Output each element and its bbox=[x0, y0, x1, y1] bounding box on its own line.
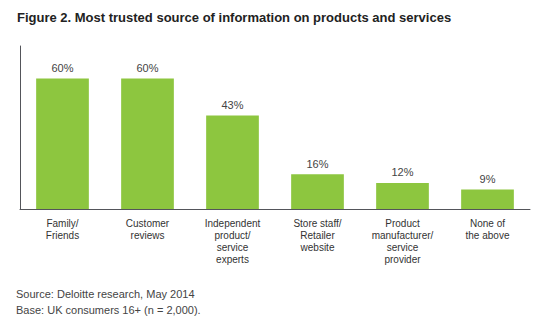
svg-text:service: service bbox=[387, 242, 419, 253]
svg-text:60%: 60% bbox=[51, 62, 73, 74]
svg-text:Customer: Customer bbox=[126, 218, 170, 229]
svg-text:Product: Product bbox=[385, 218, 420, 229]
svg-text:Store staff/: Store staff/ bbox=[293, 218, 341, 229]
svg-text:16%: 16% bbox=[306, 158, 328, 170]
svg-text:provider: provider bbox=[384, 254, 421, 265]
svg-text:Friends: Friends bbox=[46, 230, 79, 241]
svg-text:None of: None of bbox=[470, 218, 505, 229]
svg-text:website: website bbox=[300, 242, 335, 253]
svg-text:experts: experts bbox=[216, 254, 249, 265]
svg-text:9%: 9% bbox=[480, 173, 496, 185]
svg-text:service: service bbox=[217, 242, 249, 253]
svg-text:12%: 12% bbox=[391, 166, 413, 178]
svg-text:Source: Deloitte research, May: Source: Deloitte research, May 2014 bbox=[16, 288, 195, 300]
svg-text:Independent: Independent bbox=[205, 218, 261, 229]
svg-text:Base: UK consumers 16+ (n = 2,: Base: UK consumers 16+ (n = 2,000). bbox=[16, 304, 201, 316]
svg-text:Retailer: Retailer bbox=[300, 230, 335, 241]
svg-text:Figure 2. Most trusted source: Figure 2. Most trusted source of informa… bbox=[17, 10, 451, 25]
svg-text:manufacturer/: manufacturer/ bbox=[372, 230, 434, 241]
svg-text:product/: product/ bbox=[214, 230, 250, 241]
svg-text:reviews: reviews bbox=[131, 230, 165, 241]
svg-text:Family/: Family/ bbox=[46, 218, 78, 229]
svg-text:the above: the above bbox=[466, 230, 510, 241]
svg-text:43%: 43% bbox=[221, 99, 243, 111]
svg-text:60%: 60% bbox=[136, 62, 158, 74]
